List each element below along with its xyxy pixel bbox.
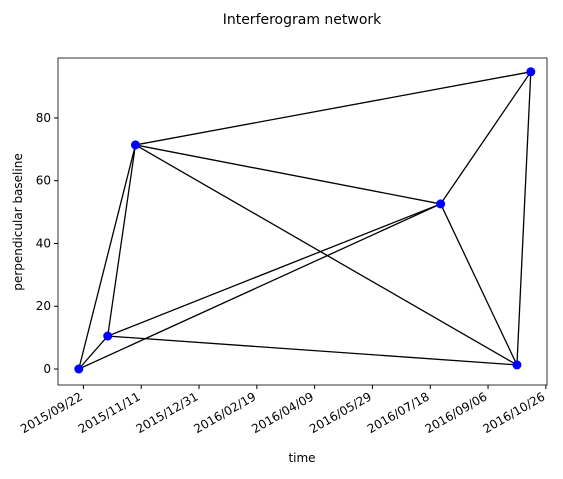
chart-title: Interferogram network: [223, 12, 382, 28]
x-tick-label: 2016/10/26: [480, 389, 547, 436]
y-tick-label: 80: [36, 111, 51, 125]
x-axis-label: time: [288, 451, 315, 465]
edge: [135, 144, 518, 366]
edge: [107, 203, 441, 337]
x-tick-label: 2015/11/11: [76, 389, 143, 436]
y-tick-label: 0: [43, 362, 51, 376]
plot-frame: [57, 57, 548, 386]
y-tick-label: 40: [36, 236, 51, 250]
edge: [135, 144, 441, 205]
point: [130, 140, 140, 150]
edge: [78, 144, 137, 370]
x-tick-label: 2015/09/22: [18, 389, 85, 436]
edge: [516, 71, 532, 365]
edge: [78, 335, 109, 370]
edge: [440, 71, 532, 205]
point: [103, 331, 113, 341]
point: [74, 364, 84, 374]
x-tick-label: 2015/12/31: [134, 389, 201, 436]
x-tick-label: 2016/04/09: [249, 389, 316, 436]
point: [436, 199, 446, 209]
x-tick-label: 2016/07/18: [365, 389, 432, 436]
y-tick-label: 60: [36, 174, 51, 188]
edge: [440, 203, 518, 366]
point: [512, 360, 522, 370]
edge: [78, 203, 441, 370]
point: [526, 67, 536, 77]
x-tick-label: 2016/05/29: [307, 389, 374, 436]
edge: [107, 144, 137, 337]
x-tick-label: 2016/02/19: [191, 389, 258, 436]
y-tick-label: 20: [36, 299, 51, 313]
edge: [107, 335, 517, 366]
x-tick-label: 2016/09/06: [423, 389, 490, 436]
y-axis-label: perpendicular baseline: [11, 153, 25, 290]
edge: [135, 71, 531, 146]
